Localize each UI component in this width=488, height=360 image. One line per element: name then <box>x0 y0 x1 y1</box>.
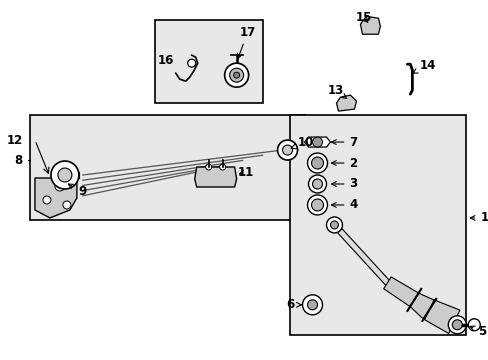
Polygon shape <box>194 167 236 187</box>
Circle shape <box>219 164 225 170</box>
Circle shape <box>302 295 322 315</box>
Text: 1: 1 <box>469 211 488 224</box>
Text: 17: 17 <box>237 26 255 58</box>
Circle shape <box>307 153 327 173</box>
Circle shape <box>312 137 322 147</box>
Bar <box>154 20 262 103</box>
Circle shape <box>326 217 342 233</box>
Text: 14: 14 <box>412 59 435 73</box>
Circle shape <box>451 320 461 330</box>
Polygon shape <box>336 95 356 111</box>
Circle shape <box>312 179 322 189</box>
Circle shape <box>447 316 466 334</box>
Circle shape <box>277 140 297 160</box>
Circle shape <box>468 319 479 331</box>
Circle shape <box>233 72 239 78</box>
Circle shape <box>308 175 326 193</box>
Polygon shape <box>332 223 391 287</box>
Text: 3: 3 <box>331 177 357 190</box>
Text: 4: 4 <box>331 198 357 211</box>
Circle shape <box>187 59 195 67</box>
Polygon shape <box>383 277 418 307</box>
Circle shape <box>311 157 323 169</box>
Polygon shape <box>409 293 434 319</box>
Circle shape <box>282 145 292 155</box>
Text: 5: 5 <box>469 325 486 338</box>
Circle shape <box>224 63 248 87</box>
Circle shape <box>307 195 327 215</box>
Circle shape <box>311 199 323 211</box>
Polygon shape <box>360 16 380 34</box>
Text: 15: 15 <box>355 11 371 24</box>
Text: 10: 10 <box>291 136 313 149</box>
Circle shape <box>330 221 338 229</box>
Text: 6: 6 <box>285 298 301 311</box>
Text: 7: 7 <box>331 136 357 149</box>
Bar <box>289 115 466 335</box>
Circle shape <box>51 161 79 189</box>
Circle shape <box>63 201 71 209</box>
Text: 8: 8 <box>14 153 22 167</box>
Circle shape <box>205 164 211 170</box>
Circle shape <box>43 196 51 204</box>
Polygon shape <box>424 300 459 333</box>
Text: 2: 2 <box>331 157 357 170</box>
Circle shape <box>307 300 317 310</box>
Text: 11: 11 <box>237 166 253 179</box>
Circle shape <box>58 168 72 182</box>
Polygon shape <box>304 137 330 147</box>
Text: 13: 13 <box>327 84 346 99</box>
Polygon shape <box>35 178 77 218</box>
Bar <box>30 115 304 220</box>
Text: 9: 9 <box>68 184 86 198</box>
Text: 12: 12 <box>7 134 23 147</box>
Text: 16: 16 <box>158 54 174 67</box>
Circle shape <box>229 68 243 82</box>
Circle shape <box>55 181 65 191</box>
